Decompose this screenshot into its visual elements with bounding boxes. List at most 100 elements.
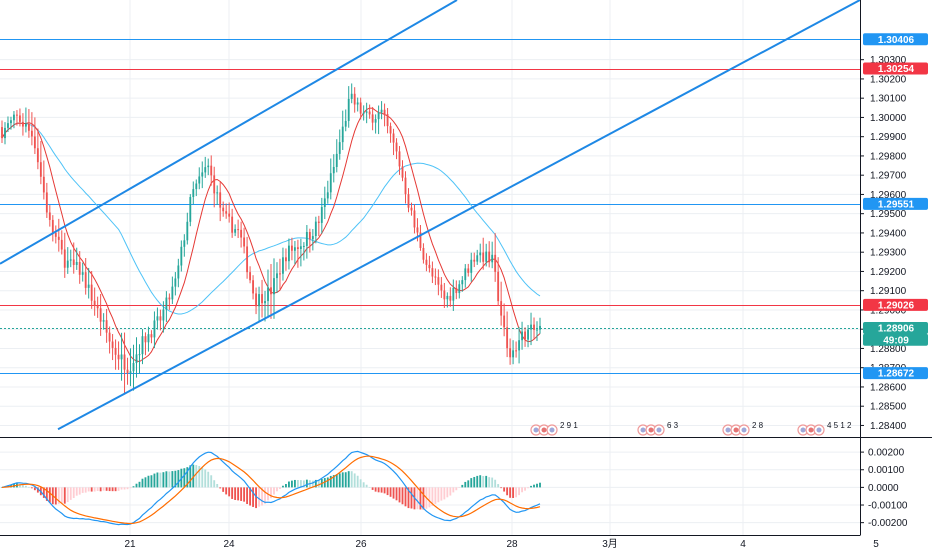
macd-histogram-bar	[362, 482, 365, 488]
candle-body	[497, 271, 500, 302]
macd-histogram-bar	[416, 487, 419, 510]
macd-histogram-bar	[228, 487, 231, 497]
macd-histogram-bar	[45, 487, 48, 501]
macd-histogram-bar	[497, 484, 500, 488]
price-label-box	[863, 298, 928, 311]
candle-body	[93, 300, 96, 306]
candle-body	[168, 297, 171, 300]
candle-body	[45, 192, 48, 213]
macd-histogram-bar	[434, 487, 437, 504]
candle-body	[428, 264, 431, 269]
candle-body	[407, 194, 410, 208]
macd-histogram-bar	[524, 487, 526, 491]
candle-body	[386, 114, 389, 127]
price-tick-label: 1.30200	[870, 74, 907, 85]
macd-histogram-bar	[63, 487, 66, 504]
price-tick-label: 1.29900	[870, 132, 907, 143]
axes	[0, 0, 932, 536]
candle-body	[461, 280, 464, 285]
candle-body	[246, 246, 249, 273]
macd-histogram-bar	[488, 477, 491, 488]
candle-body	[509, 348, 512, 358]
price-label: 1.28672	[863, 367, 928, 380]
candle-body	[249, 272, 252, 281]
candle-body	[189, 197, 192, 222]
macd-axis-ticks: 0.00200 0.00100 0.0000 -0.00100 -0.00200	[860, 448, 908, 529]
macd-histogram-bar	[156, 472, 159, 488]
macd-histogram-bar	[392, 487, 395, 499]
price-label: 1.30406	[863, 33, 928, 46]
macd-histogram-bar	[69, 487, 72, 500]
candle-body	[261, 294, 263, 304]
candles	[1, 83, 541, 394]
trend-line	[0, 0, 458, 265]
candle-body	[515, 350, 518, 352]
candle-body	[123, 354, 126, 370]
candle-body	[117, 354, 120, 360]
candle-body	[419, 232, 422, 248]
candle-body	[13, 114, 15, 121]
candle-body	[222, 207, 225, 212]
macd-line	[1, 450, 541, 526]
candle-body	[150, 334, 153, 338]
macd-histogram-bar	[350, 471, 353, 488]
price-tick-label: 1.28400	[870, 421, 907, 432]
candle-body	[252, 280, 254, 294]
macd-histogram-bar	[207, 471, 210, 488]
price-label-box	[863, 197, 928, 210]
macd-histogram-bar	[261, 487, 263, 506]
price-tick-label: 1.30000	[870, 113, 907, 124]
macd-histogram-bar	[290, 480, 293, 488]
candle-body	[311, 236, 314, 240]
candle-body	[255, 293, 257, 307]
macd-histogram-bar	[371, 487, 374, 490]
flag-icon-center	[549, 427, 555, 433]
macd-histogram-bar	[81, 487, 84, 493]
candle-body	[365, 111, 368, 113]
macd-histogram-bar	[482, 476, 485, 488]
macd-histogram-bar	[380, 487, 383, 493]
macd-histogram-bar	[141, 478, 144, 488]
candle-body	[383, 109, 386, 115]
macd-histogram-bar	[201, 467, 204, 488]
macd-histogram-bar	[84, 487, 87, 493]
candle-body	[395, 142, 398, 152]
macd-histogram-bar	[99, 487, 102, 492]
candle-body	[201, 172, 204, 177]
candle-body	[120, 354, 123, 360]
macd-histogram-bar	[527, 487, 529, 489]
macd-histogram-bar	[78, 487, 81, 495]
candle-body	[81, 272, 84, 275]
candle-body	[87, 284, 90, 288]
macd-histogram-bar	[521, 487, 523, 493]
candle-body	[374, 119, 377, 123]
macd-histogram-bar	[93, 487, 96, 492]
candle-body	[413, 210, 416, 228]
candle-body	[156, 316, 159, 321]
candle-body	[1, 127, 3, 139]
candle-body	[503, 315, 506, 328]
candle-body	[539, 325, 541, 330]
macd-histogram-bar	[539, 482, 541, 488]
candle-body	[108, 332, 111, 342]
macd-histogram-bar	[135, 483, 138, 488]
macd-histogram-bar	[66, 487, 69, 503]
macd-histogram-bar	[329, 475, 332, 488]
macd-histogram-bar	[150, 475, 153, 488]
macd-tick-label: 0.00100	[868, 465, 905, 476]
candle-body	[180, 246, 183, 266]
event-label: 2 9 1	[560, 421, 578, 430]
macd-histogram-bar	[126, 487, 129, 490]
macd-histogram-bar	[515, 487, 518, 498]
candle-body	[425, 259, 428, 265]
event-label: 2 8	[752, 421, 764, 430]
candle-body	[219, 192, 222, 208]
price-label: 1.29026	[863, 298, 928, 311]
macd-histogram-bar	[407, 487, 410, 509]
candle-body	[464, 268, 467, 281]
time-axis-ticks: 21 24 26 28 3月 4 5	[124, 538, 879, 550]
candle-body	[347, 98, 350, 121]
macd-histogram-bar	[231, 487, 234, 499]
macd-histogram-bar	[186, 467, 189, 488]
